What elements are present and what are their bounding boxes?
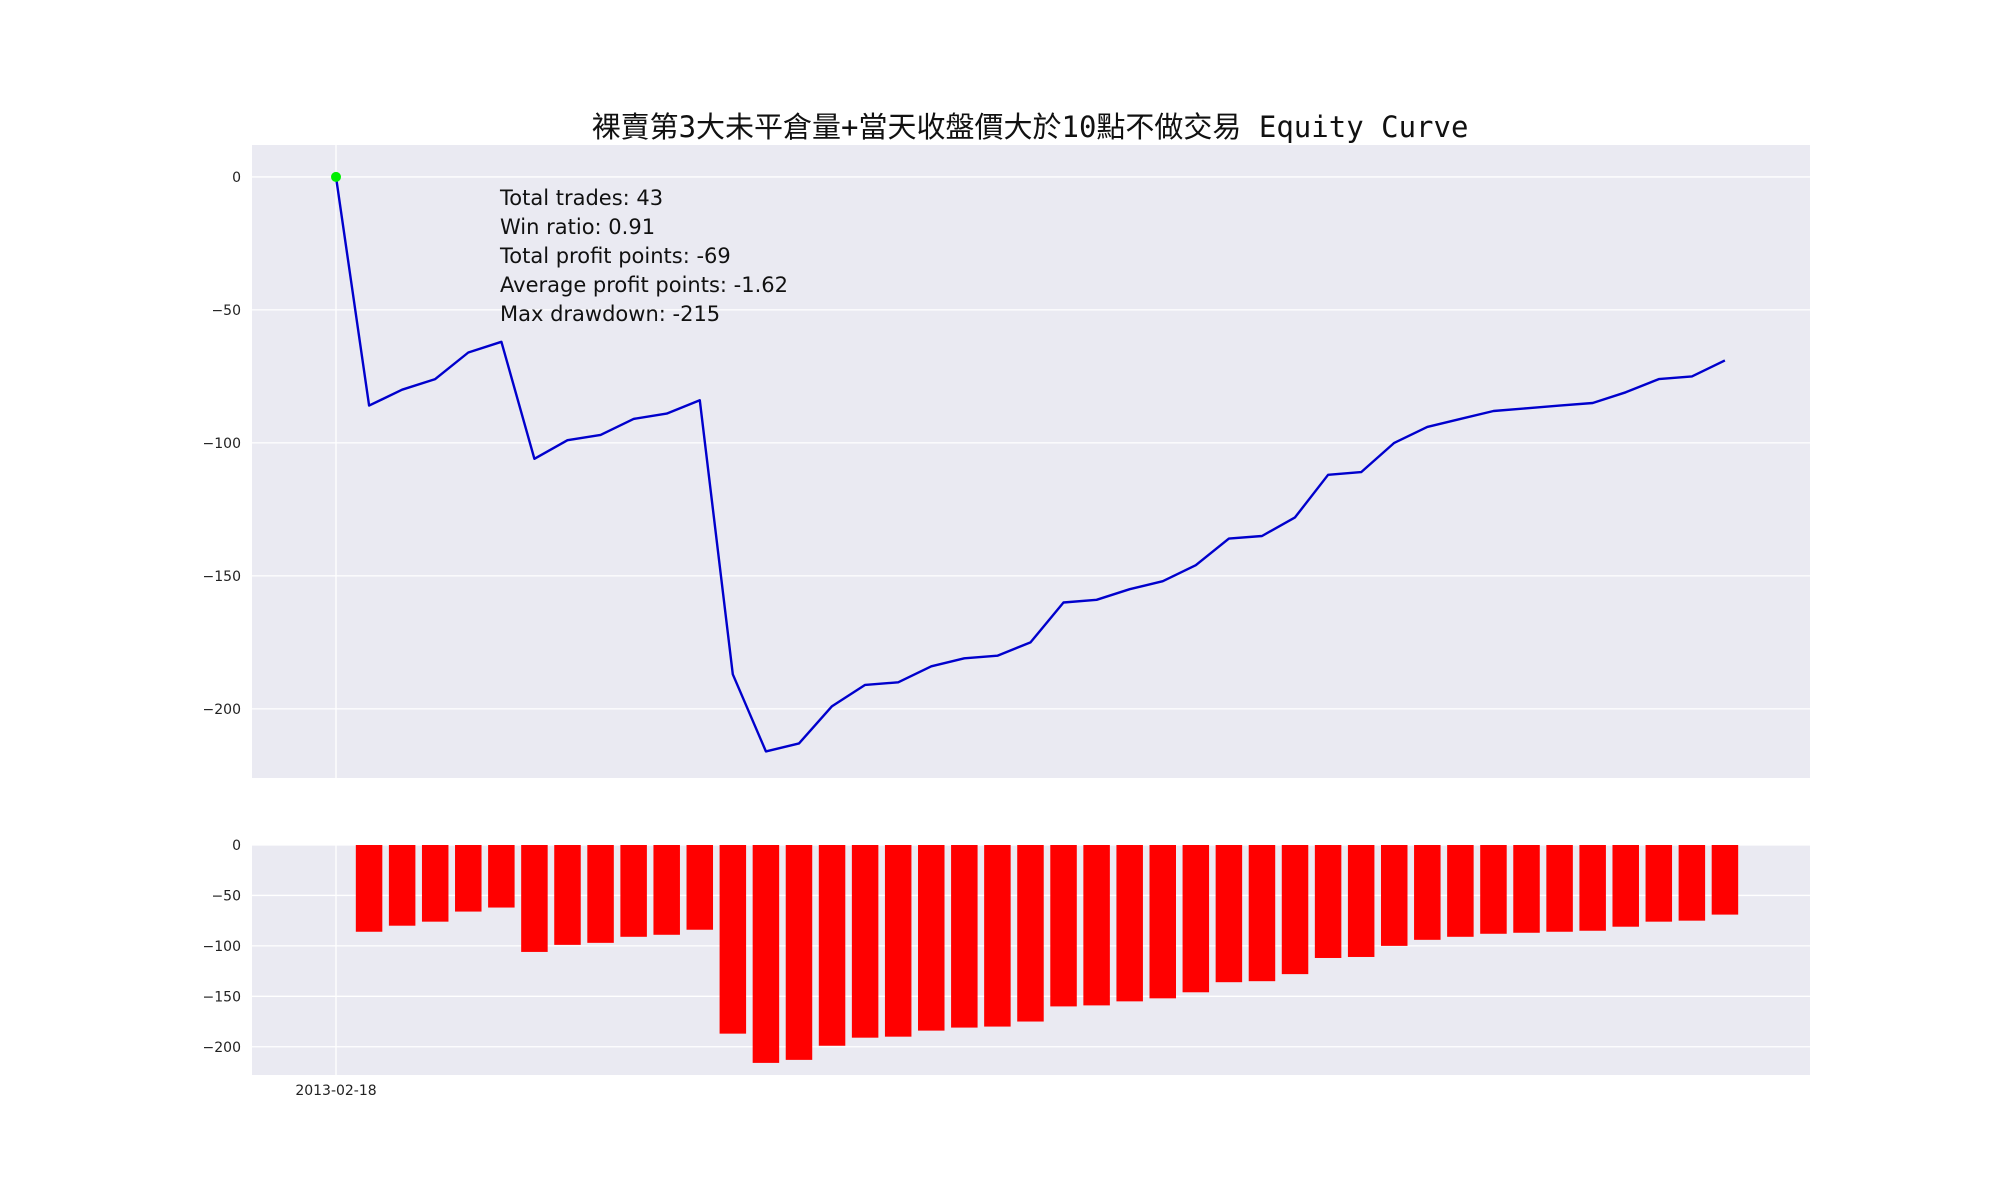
stat-line: Total trades: 43 bbox=[499, 186, 663, 210]
equity-bar bbox=[455, 845, 482, 912]
equity-bar bbox=[1645, 845, 1673, 922]
equity-bar bbox=[1480, 845, 1507, 934]
equity-bar bbox=[1678, 845, 1706, 921]
equity-bar bbox=[554, 845, 581, 945]
equity-bar bbox=[1546, 845, 1573, 932]
equity-bar bbox=[355, 845, 383, 932]
stat-line: Max drawdown: -215 bbox=[500, 302, 720, 326]
equity-bar bbox=[620, 845, 647, 937]
equity-bar bbox=[1215, 845, 1243, 983]
equity-bar bbox=[1414, 845, 1441, 940]
stats-annotation: Total trades: 43 Win ratio: 0.91 Total pro… bbox=[499, 186, 788, 326]
equity-bar bbox=[1248, 845, 1276, 982]
equity-bar bbox=[884, 845, 912, 1037]
equity-bar bbox=[653, 845, 680, 935]
equity-bar bbox=[752, 845, 780, 1063]
equity-bar bbox=[1017, 845, 1044, 1022]
equity-bar bbox=[1711, 845, 1739, 915]
equity-curve-line bbox=[334, 176, 1726, 753]
bar-y-tick-label: −50 bbox=[211, 888, 241, 904]
equity-bar bbox=[719, 845, 747, 1034]
equity-bar bbox=[1281, 845, 1309, 975]
stat-line: Win ratio: 0.91 bbox=[500, 215, 655, 239]
equity-bar bbox=[951, 845, 978, 1028]
equity-bar bbox=[1050, 845, 1077, 1007]
equity-bar bbox=[918, 845, 945, 1031]
equity-bar bbox=[1083, 845, 1110, 1006]
equity-bar bbox=[1314, 845, 1342, 958]
equity-bar bbox=[1579, 845, 1606, 931]
equity-bar bbox=[488, 845, 515, 908]
equity-y-tick-label: −100 bbox=[203, 436, 241, 452]
equity-bar bbox=[1182, 845, 1210, 993]
equity-y-tick-label: −200 bbox=[203, 702, 241, 718]
equity-plot-area bbox=[252, 145, 1810, 778]
equity-bar bbox=[818, 845, 846, 1046]
equity-bar bbox=[1116, 845, 1143, 1002]
equity-y-tick-label: 0 bbox=[232, 170, 241, 186]
equity-bar bbox=[1612, 845, 1639, 927]
equity-y-tick-label: −150 bbox=[203, 569, 241, 585]
chart-title: 裸賣第3大未平倉量+當天收盤價大於10點不做交易 Equity Curve bbox=[592, 110, 1469, 144]
equity-bar bbox=[421, 845, 449, 922]
equity-bar bbox=[686, 845, 714, 930]
equity-bar bbox=[1380, 845, 1408, 946]
equity-bar bbox=[851, 845, 879, 1038]
equity-bar bbox=[1447, 845, 1474, 937]
equity-bar bbox=[785, 845, 813, 1060]
bar-y-tick-label: −150 bbox=[203, 989, 241, 1005]
bar-y-tick-label: −100 bbox=[203, 939, 241, 955]
start-point-marker bbox=[331, 171, 341, 182]
equity-bar bbox=[1149, 845, 1176, 999]
equity-bar bbox=[1347, 845, 1375, 957]
equity-bar bbox=[984, 845, 1011, 1027]
equity-bar bbox=[587, 845, 614, 943]
bar-y-tick-label: 0 bbox=[232, 838, 241, 854]
stat-line: Total profit points: -69 bbox=[499, 244, 731, 268]
x-tick-label: 2013-02-18 bbox=[295, 1083, 376, 1099]
equity-bar bbox=[521, 845, 548, 952]
stat-line: Average profit points: -1.62 bbox=[500, 273, 788, 297]
equity-bar bbox=[388, 845, 416, 926]
bar-y-tick-label: −200 bbox=[203, 1040, 241, 1056]
equity-y-tick-label: −50 bbox=[211, 303, 241, 319]
equity-bar bbox=[1513, 845, 1540, 933]
